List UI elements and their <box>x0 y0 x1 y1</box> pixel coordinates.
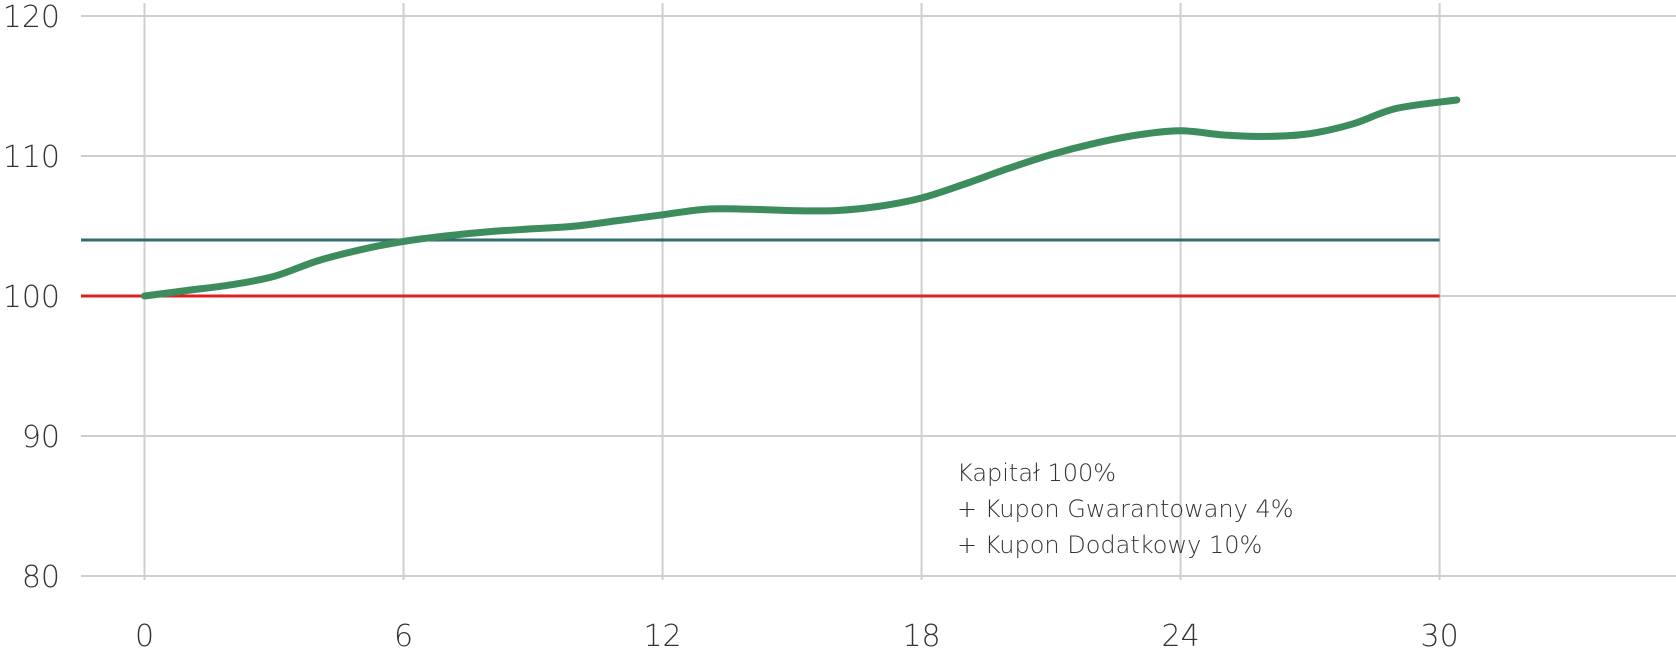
series <box>141 96 1461 300</box>
y-tick-label: 90 <box>22 420 60 455</box>
x-tick-label: 6 <box>394 619 413 654</box>
y-tick-label: 80 <box>22 560 60 595</box>
reference-lines <box>81 238 1440 298</box>
x-tick-label: 30 <box>1421 619 1459 654</box>
axis-labels: 80 90 100 110 120 0 6 12 18 24 30 <box>3 0 1459 654</box>
annotation-line-capital: Kapitał 100% <box>957 459 1116 487</box>
annotation-line-extra-coupon: + Kupon Dodatkowy 10% <box>957 531 1262 559</box>
x-tick-label: 0 <box>135 619 154 654</box>
x-tick-label: 12 <box>643 619 681 654</box>
annotation-line-guaranteed-coupon: + Kupon Gwarantowany 4% <box>957 495 1294 523</box>
annotation-box: Kapitał 100% + Kupon Gwarantowany 4% + K… <box>957 459 1294 559</box>
y-tick-label: 100 <box>3 280 60 315</box>
performance-line <box>141 96 1461 300</box>
y-tick-label: 110 <box>3 140 60 175</box>
grid <box>81 3 1676 580</box>
x-tick-label: 24 <box>1161 619 1199 654</box>
x-tick-label: 18 <box>902 619 940 654</box>
y-tick-label: 120 <box>3 0 60 35</box>
